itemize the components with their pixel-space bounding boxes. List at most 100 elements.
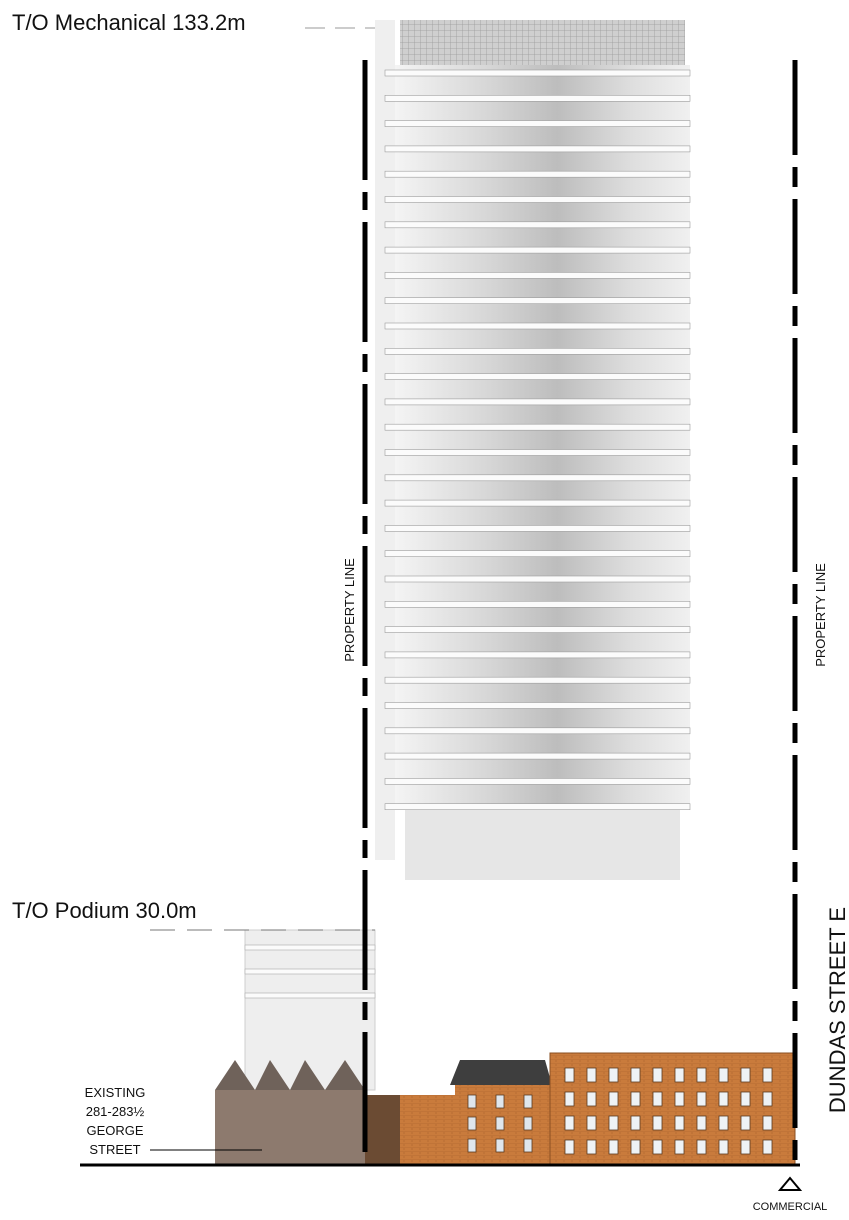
window [564, 1139, 575, 1155]
street-name: DUNDAS STREET E [825, 907, 849, 1113]
property-line-label: PROPERTY LINE [813, 563, 828, 667]
window [652, 1115, 663, 1131]
window [495, 1116, 505, 1131]
tower-base [405, 805, 680, 880]
window [652, 1091, 663, 1107]
window [564, 1067, 575, 1083]
house [365, 1095, 400, 1165]
slab [384, 474, 691, 482]
existing-label: GEORGE [86, 1123, 143, 1138]
window [586, 1139, 597, 1155]
roofs [215, 1060, 365, 1090]
slab [384, 752, 691, 760]
window [762, 1067, 773, 1083]
slab [384, 499, 691, 507]
window [608, 1139, 619, 1155]
window [586, 1115, 597, 1131]
window [762, 1115, 773, 1131]
windows [467, 1067, 773, 1155]
slab [384, 651, 691, 659]
slab [384, 69, 691, 77]
window [740, 1115, 751, 1131]
window [495, 1094, 505, 1109]
slab [244, 992, 376, 999]
brick-building [400, 1095, 455, 1165]
window [674, 1115, 685, 1131]
window [564, 1115, 575, 1131]
window [762, 1139, 773, 1155]
window [740, 1139, 751, 1155]
existing-label: STREET [89, 1142, 140, 1157]
slab [384, 778, 691, 785]
window [696, 1115, 707, 1131]
slab [384, 600, 691, 608]
window [674, 1139, 685, 1155]
mansard-roof [450, 1060, 552, 1085]
window [696, 1091, 707, 1107]
window [495, 1138, 505, 1153]
existing-label: 281-283½ [86, 1104, 145, 1119]
window [718, 1139, 729, 1155]
slab [384, 575, 691, 583]
slab [244, 944, 376, 951]
slab [384, 221, 691, 229]
slab [384, 272, 691, 279]
podium [244, 929, 376, 1091]
window [523, 1094, 533, 1109]
slab [384, 347, 691, 355]
slab [244, 968, 376, 975]
window [696, 1067, 707, 1083]
window [608, 1115, 619, 1131]
window [608, 1067, 619, 1083]
window [630, 1115, 641, 1131]
slab [384, 398, 691, 406]
window [467, 1094, 477, 1109]
window [718, 1115, 729, 1131]
window [718, 1091, 729, 1107]
property-line-label: PROPERTY LINE [342, 558, 357, 662]
slab [384, 550, 691, 558]
slab [384, 702, 691, 709]
window [586, 1067, 597, 1083]
window [586, 1091, 597, 1107]
window [630, 1139, 641, 1155]
mechanical-screen [400, 20, 685, 65]
window [718, 1067, 729, 1083]
window [696, 1139, 707, 1155]
tower-side [375, 20, 395, 860]
window [740, 1091, 751, 1107]
window [674, 1067, 685, 1083]
window [674, 1091, 685, 1107]
commercial-label: COMMERCIAL [753, 1201, 828, 1213]
slab [384, 803, 691, 811]
slab [384, 449, 691, 456]
slab [384, 170, 691, 178]
window [564, 1091, 575, 1107]
slab [384, 423, 691, 431]
slab [384, 322, 691, 330]
window [523, 1138, 533, 1153]
floor-slabs [244, 69, 691, 999]
slab [384, 120, 691, 127]
slab [384, 297, 691, 305]
slab [384, 676, 691, 684]
existing-houses [215, 1090, 365, 1165]
slab [384, 145, 691, 153]
window [523, 1116, 533, 1131]
slab [384, 246, 691, 254]
window [608, 1091, 619, 1107]
window [652, 1139, 663, 1155]
window [467, 1116, 477, 1131]
slab [384, 373, 691, 380]
slab [384, 626, 691, 633]
window [652, 1067, 663, 1083]
window [467, 1138, 477, 1153]
existing-label: EXISTING [85, 1085, 146, 1100]
window [740, 1067, 751, 1083]
podium-level: T/O Podium 30.0m [12, 898, 197, 923]
slab [384, 196, 691, 203]
entry-marker [777, 1176, 803, 1191]
window [630, 1091, 641, 1107]
window [762, 1091, 773, 1107]
